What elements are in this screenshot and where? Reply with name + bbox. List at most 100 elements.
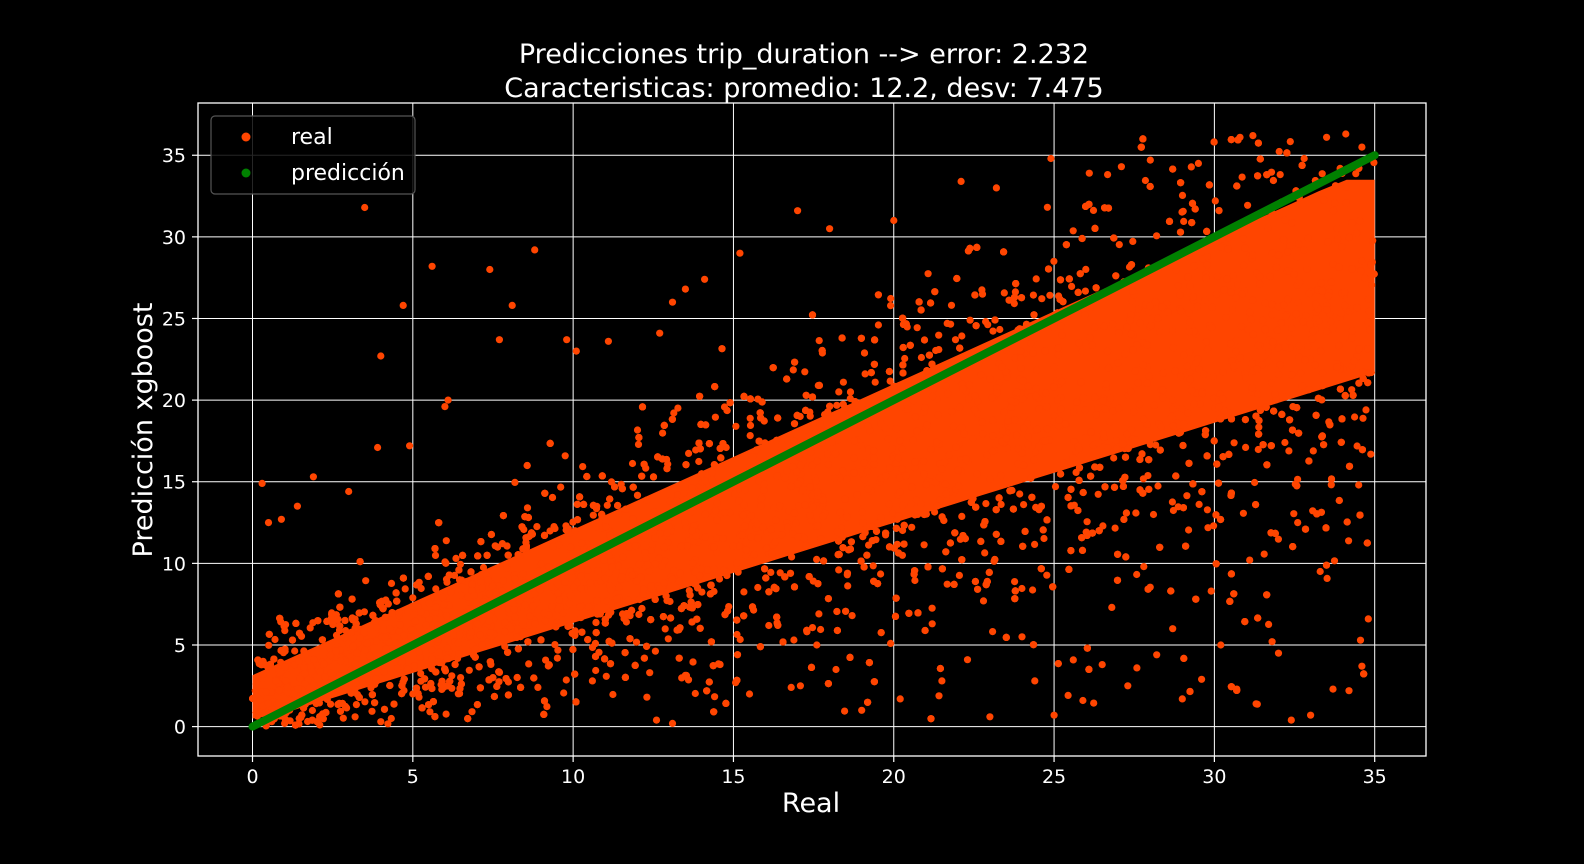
scatter-point-real bbox=[1126, 316, 1134, 325]
scatter-point-real bbox=[656, 585, 664, 593]
scatter-point-real bbox=[1146, 441, 1154, 449]
scatter-point-real bbox=[1135, 400, 1144, 409]
scatter-point-real bbox=[1320, 441, 1328, 449]
scatter-point-real bbox=[366, 652, 374, 660]
scatter-point-real bbox=[733, 676, 741, 684]
scatter-point-real bbox=[594, 567, 602, 575]
scatter-point-real bbox=[965, 381, 973, 389]
scatter-point-real bbox=[857, 421, 865, 429]
scatter-point-real bbox=[746, 395, 755, 403]
scatter-point-real bbox=[740, 588, 748, 596]
scatter-point-real bbox=[1089, 206, 1098, 214]
scatter-point-real bbox=[992, 530, 1000, 538]
scatter-point-real bbox=[425, 599, 433, 607]
scatter-point-real bbox=[1183, 492, 1191, 500]
scatter-point-real bbox=[533, 523, 541, 531]
scatter-point-real bbox=[541, 617, 550, 625]
scatter-point-real bbox=[746, 421, 755, 429]
scatter-point-real bbox=[894, 549, 903, 557]
scatter-point-real bbox=[457, 674, 465, 682]
scatter-point-real bbox=[864, 485, 872, 493]
scatter-point-real bbox=[530, 674, 538, 682]
scatter-point-real bbox=[1324, 238, 1332, 246]
scatter-point-real bbox=[442, 710, 450, 718]
scatter-point-real bbox=[1289, 543, 1297, 551]
scatter-point-real bbox=[1013, 431, 1021, 439]
scatter-point-real bbox=[1074, 288, 1082, 296]
scatter-point-real bbox=[902, 472, 910, 480]
scatter-point-real bbox=[428, 655, 436, 663]
scatter-point-real bbox=[265, 630, 273, 638]
scatter-point-real bbox=[1030, 311, 1038, 319]
scatter-point-real bbox=[696, 445, 704, 453]
scatter-point-real bbox=[1267, 442, 1275, 450]
scatter-point-real bbox=[952, 443, 960, 451]
scatter-point-real bbox=[1210, 437, 1218, 445]
scatter-point-real bbox=[647, 616, 655, 624]
scatter-point-real bbox=[615, 510, 623, 518]
scatter-point-real bbox=[835, 566, 843, 574]
scatter-point-real bbox=[802, 541, 810, 550]
scatter-point-real bbox=[555, 541, 563, 549]
scatter-point-real bbox=[1269, 176, 1277, 185]
scatter-point-real bbox=[735, 542, 743, 550]
scatter-point-real bbox=[1180, 351, 1188, 359]
scatter-point-real bbox=[1241, 416, 1249, 424]
scatter-point-real bbox=[1169, 506, 1177, 515]
scatter-point-real bbox=[1293, 482, 1301, 490]
scatter-point-real bbox=[1247, 315, 1255, 324]
scatter-point-real bbox=[1022, 320, 1031, 328]
scatter-point-real bbox=[438, 677, 446, 685]
scatter-point-real bbox=[296, 674, 304, 683]
scatter-point-real bbox=[1306, 320, 1314, 328]
scatter-point-real bbox=[1087, 428, 1095, 436]
scatter-point-real bbox=[1044, 265, 1053, 273]
scatter-point-real bbox=[1190, 400, 1198, 408]
scatter-point-real bbox=[1263, 591, 1271, 599]
scatter-point-real bbox=[1330, 557, 1339, 565]
scatter-point-real bbox=[1322, 524, 1330, 532]
scatter-point-real bbox=[551, 641, 559, 649]
scatter-point-real bbox=[717, 454, 725, 462]
scatter-point-real bbox=[641, 531, 649, 539]
scatter-point-real bbox=[1301, 356, 1309, 364]
scatter-point-real bbox=[474, 552, 482, 560]
scatter-point-real bbox=[1156, 328, 1164, 336]
scatter-point-real bbox=[1226, 597, 1234, 606]
scatter-point-real bbox=[789, 366, 797, 374]
scatter-point-real bbox=[1318, 170, 1326, 178]
scatter-point-real bbox=[1249, 251, 1257, 259]
scatter-point-real bbox=[1104, 364, 1113, 372]
scatter-point-real bbox=[414, 603, 422, 611]
scatter-point-real bbox=[800, 534, 808, 542]
scatter-point-real bbox=[613, 595, 621, 603]
scatter-point-real bbox=[1192, 595, 1200, 603]
scatter-point-real bbox=[635, 560, 644, 569]
scatter-point-real bbox=[932, 479, 940, 487]
scatter-point-real bbox=[349, 642, 357, 651]
scatter-point-real bbox=[667, 614, 675, 622]
scatter-point-real bbox=[1333, 363, 1341, 371]
scatter-point-real bbox=[1120, 515, 1128, 524]
scatter-point-real bbox=[606, 495, 614, 503]
scatter-point-real bbox=[762, 544, 771, 552]
scatter-point-real bbox=[440, 600, 448, 609]
scatter-point-real bbox=[1215, 207, 1223, 215]
scatter-point-real bbox=[877, 420, 885, 428]
scatter-point-real bbox=[566, 591, 575, 599]
scatter-point-real bbox=[523, 461, 531, 470]
scatter-point-real bbox=[711, 693, 719, 701]
scatter-point-real bbox=[1032, 275, 1040, 283]
scatter-point-real bbox=[592, 629, 600, 637]
scatter-point-real bbox=[1180, 654, 1188, 663]
scatter-point-real bbox=[1168, 327, 1177, 335]
scatter-point-real bbox=[723, 571, 731, 580]
scatter-point-real bbox=[1139, 135, 1147, 143]
scatter-point-real bbox=[1281, 393, 1290, 401]
scatter-point-real bbox=[1338, 243, 1346, 251]
scatter-point-real bbox=[814, 522, 822, 530]
scatter-point-real bbox=[909, 436, 917, 444]
scatter-point-real bbox=[628, 571, 637, 579]
scatter-point-real bbox=[773, 472, 781, 480]
